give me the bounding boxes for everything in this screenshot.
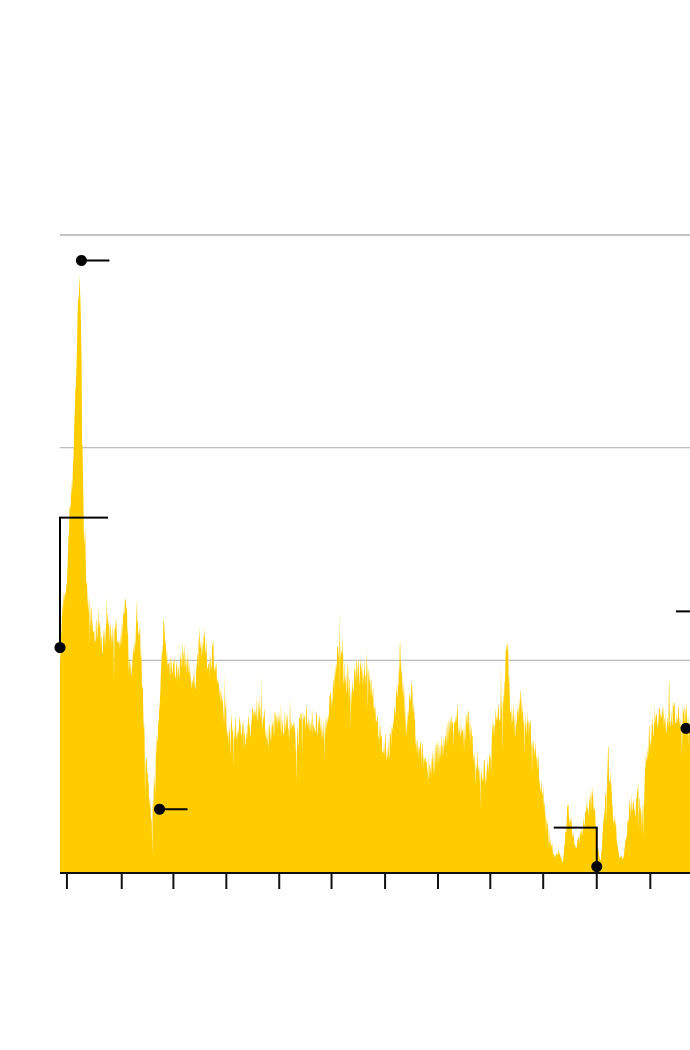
annotation-line-0 — [59, 516, 108, 648]
annotation-dot-0 — [54, 642, 66, 654]
annotation-line-4 — [676, 610, 690, 613]
annotation-dot-2 — [154, 803, 166, 815]
series-area — [60, 274, 690, 874]
gridlines — [60, 234, 690, 661]
annotation-dot-1 — [75, 255, 87, 267]
annotation-line-3 — [553, 826, 598, 867]
annotation-dot-4 — [680, 722, 690, 734]
annotation-dot-3 — [591, 861, 603, 873]
annotations — [54, 255, 690, 873]
x-axis-ticks — [65, 873, 652, 889]
